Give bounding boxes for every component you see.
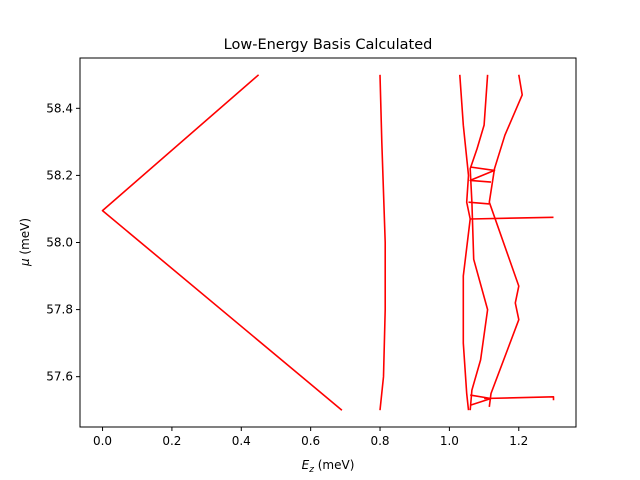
x-axis-label-var: E [302,458,310,472]
x-tick-label: 0.6 [301,434,320,448]
x-axis-label-unit: (meV) [314,458,354,472]
x-tick-label: 1.2 [509,434,528,448]
x-axis-ticks: 0.0 0.2 0.4 0.6 0.8 1.0 1.2 [93,427,528,448]
series-curve-8 [470,216,554,220]
chart-title: Low-Energy Basis Calculated [224,37,433,53]
x-tick-label: 0.8 [370,434,389,448]
series-curve-5 [488,74,524,408]
x-axis-label: Ez (meV) [302,458,355,475]
y-tick-label: 58.4 [46,101,73,115]
series-curve-6 [469,166,496,183]
y-tick-label: 57.8 [46,303,73,317]
y-axis-ticks: 57.6 57.8 58.0 58.2 58.4 [46,101,80,384]
y-axis-label-var: μ [18,258,32,267]
series-layer [101,74,555,411]
x-axis-label-sub: z [308,465,314,475]
x-tick-label: 0.4 [232,434,251,448]
series-curve-2 [379,74,387,411]
series-curve-7 [468,201,490,205]
series-curve-10 [484,395,555,401]
y-tick-label: 58.0 [46,236,73,250]
x-tick-label: 0.0 [93,434,112,448]
series-curve-4 [469,74,489,411]
x-tick-label: 1.0 [440,434,459,448]
y-axis-label: μ (meV) [18,218,32,267]
y-axis-label-unit: (meV) [18,218,32,258]
x-tick-label: 0.2 [162,434,181,448]
series-curve-1 [101,74,343,411]
y-tick-label: 58.2 [46,168,73,182]
y-tick-label: 57.6 [46,370,73,384]
